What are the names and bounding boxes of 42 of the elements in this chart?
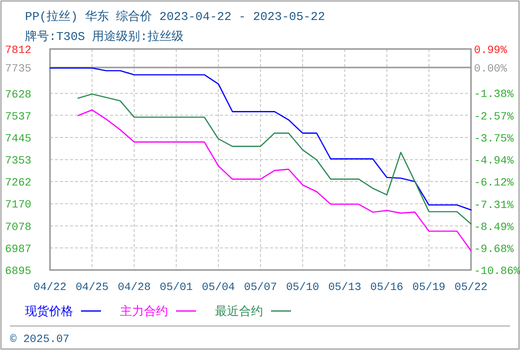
- y2-tick-label: -2.57%: [474, 111, 514, 124]
- x-tick-label: 05/10: [286, 282, 320, 294]
- y-tick-label: 7537: [5, 111, 32, 124]
- y-tick-label: 7170: [5, 200, 32, 212]
- x-tick-label: 05/01: [160, 282, 194, 294]
- y2-tick-label: -10.86%: [474, 266, 520, 278]
- y2-tick-label: -3.75%: [474, 133, 514, 146]
- y-tick-label: 7262: [5, 178, 32, 190]
- y-tick-label: 7735: [5, 64, 32, 76]
- chart-subtitle: 牌号:T30S 用途级别:拉丝级: [25, 30, 184, 44]
- x-tick-label: 05/22: [454, 282, 488, 294]
- y-tick-label: 7812: [5, 45, 32, 57]
- y2-tick-label: -1.38%: [474, 89, 514, 102]
- y-tick-label: 7445: [5, 133, 32, 146]
- line-series: [77, 93, 472, 225]
- legend-label: 最近合约: [215, 305, 263, 319]
- x-tick-label: 05/13: [328, 282, 362, 294]
- x-tick-label: 05/07: [244, 282, 278, 294]
- y2-tick-label: -9.68%: [474, 244, 514, 256]
- y-tick-label: 7353: [5, 156, 32, 168]
- y2-tick-label: 0.00%: [474, 63, 508, 76]
- legend-label: 主力合约: [120, 304, 168, 319]
- x-tick-label: 04/25: [76, 282, 109, 294]
- y-tick-label: 6987: [5, 244, 32, 256]
- x-tick-label: 05/16: [370, 282, 404, 294]
- x-tick-label: 05/19: [412, 282, 446, 294]
- legend-label: 现货价格: [25, 305, 73, 319]
- y-tick-label: 7078: [5, 222, 32, 234]
- y-tick-label: 7628: [5, 89, 32, 102]
- y2-tick-label: -6.12%: [474, 178, 514, 190]
- y2-tick-label: 0.99%: [474, 45, 508, 57]
- x-tick-label: 04/28: [118, 282, 151, 294]
- y2-tick-label: -8.49%: [474, 222, 514, 234]
- text: © 2025.07: [10, 334, 70, 346]
- y2-tick-label: -4.94%: [474, 156, 514, 168]
- x-tick-label: 05/04: [202, 282, 236, 294]
- line-series: [49, 67, 472, 211]
- line-series: [77, 109, 472, 252]
- y-tick-label: 6895: [5, 266, 32, 278]
- y2-tick-label: -7.31%: [474, 200, 514, 212]
- x-tick-label: 04/22: [33, 282, 67, 294]
- chart-title: PP(拉丝) 华东 综合价 2023-04-22 - 2023-05-22: [25, 9, 326, 24]
